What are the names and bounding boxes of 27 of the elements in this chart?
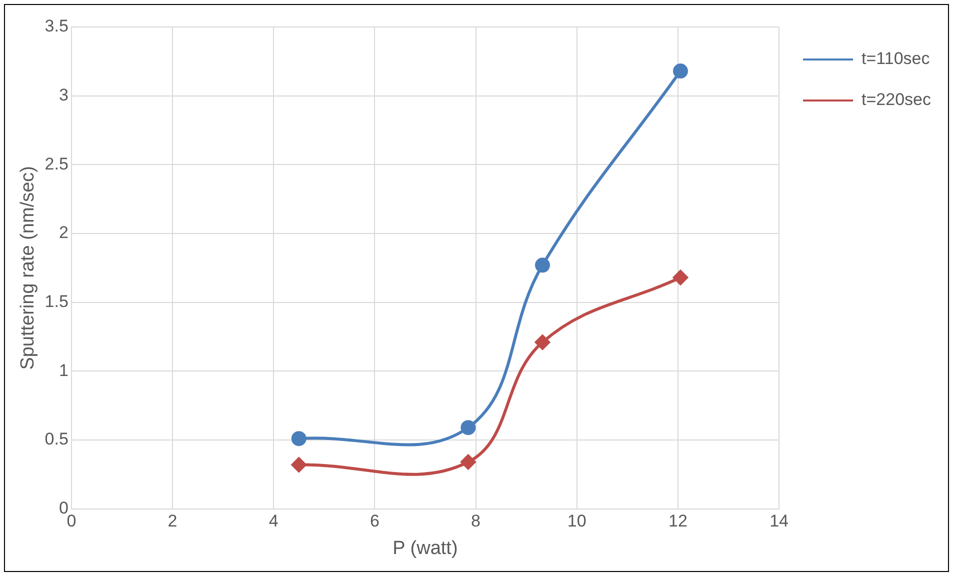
y-tick-label: 2 [58, 223, 68, 242]
x-tick-label: 4 [268, 512, 278, 531]
legend-label: t=110sec [862, 49, 930, 68]
y-tick-label: 1.5 [44, 292, 68, 311]
point [672, 64, 688, 79]
x-axis-title: P (watt) [392, 538, 458, 559]
y-tick-label: 1 [58, 360, 68, 380]
point [460, 454, 476, 470]
x-tick-label: 12 [668, 512, 688, 531]
point [672, 270, 688, 286]
y-tick-label: 3 [58, 86, 68, 105]
point [291, 457, 306, 472]
x-tick-label: 14 [770, 512, 788, 531]
point [460, 420, 476, 436]
y-axis-title: Sputtering rate (nm/sec) [18, 166, 39, 370]
x-tick-label: 10 [567, 512, 586, 531]
point [291, 431, 306, 446]
point [534, 334, 550, 350]
x-tick-label: 8 [471, 512, 481, 531]
point [534, 258, 550, 273]
y-tick-label: 2.5 [44, 154, 68, 174]
y-tick-label: 3.5 [44, 16, 68, 36]
legend-label: t=220sec [862, 90, 932, 110]
x-tick-label: 2 [168, 512, 178, 531]
y-tick-label: 0 [58, 498, 68, 518]
y-tick-label: 0.5 [44, 430, 68, 449]
x-tick-label: 6 [370, 512, 380, 531]
